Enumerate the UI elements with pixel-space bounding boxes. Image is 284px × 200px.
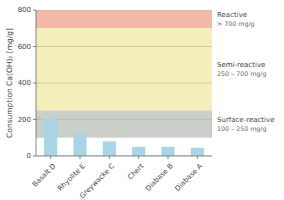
- grid-line: [36, 10, 212, 11]
- x-tick: [138, 156, 139, 159]
- grid-line: [36, 83, 212, 84]
- x-tick-label: Greywacke C: [78, 162, 116, 200]
- grid-line: [36, 156, 212, 157]
- grid-line: [36, 119, 212, 120]
- grid-line: [36, 46, 212, 47]
- x-axis: [36, 156, 212, 157]
- bar: [103, 141, 116, 156]
- bar: [132, 147, 145, 156]
- bar: [44, 119, 57, 156]
- y-tick-label: 400: [18, 79, 31, 87]
- y-tick: [33, 119, 36, 120]
- y-tick-label: 600: [18, 43, 31, 51]
- x-tick: [80, 156, 81, 159]
- y-tick: [33, 156, 36, 157]
- x-tick: [50, 156, 51, 159]
- x-tick-label: Chert: [126, 162, 145, 181]
- y-tick: [33, 83, 36, 84]
- bar: [73, 134, 86, 156]
- y-tick-label: 200: [18, 116, 31, 124]
- chart: 0 200 400 600 800 Basalt DRhyolite EGreywacke…: [0, 0, 284, 200]
- zone: [36, 110, 212, 137]
- y-tick-label: 0: [27, 152, 31, 160]
- bar: [161, 147, 174, 156]
- zone-sublabel: 100 – 250 mg/g: [217, 125, 266, 133]
- y-axis-label: Consumption Ca(OH)₂ [mg/g]: [5, 28, 14, 138]
- zone-label: Reactive: [217, 11, 247, 19]
- zone-sublabel: 250 – 700 mg/g: [217, 70, 266, 78]
- zone: [36, 28, 212, 110]
- x-tick-label: Diabase A: [174, 162, 205, 193]
- x-tick-label: Diabase B: [144, 162, 175, 193]
- x-tick-label: Rhyolite E: [56, 162, 87, 193]
- x-tick: [168, 156, 169, 159]
- zone-label: Surface-reactive: [217, 116, 275, 124]
- zone-sublabel: > 700 mg/g: [217, 20, 255, 28]
- zone-label: Semi-reactive: [217, 61, 265, 69]
- x-tick-label: Basalt D: [31, 162, 57, 188]
- x-tick: [197, 156, 198, 159]
- y-tick: [33, 46, 36, 47]
- plot-area: [36, 10, 212, 156]
- y-tick-label: 800: [18, 6, 31, 14]
- bar: [191, 148, 204, 156]
- x-tick: [109, 156, 110, 159]
- zone: [36, 10, 212, 28]
- y-tick: [33, 10, 36, 11]
